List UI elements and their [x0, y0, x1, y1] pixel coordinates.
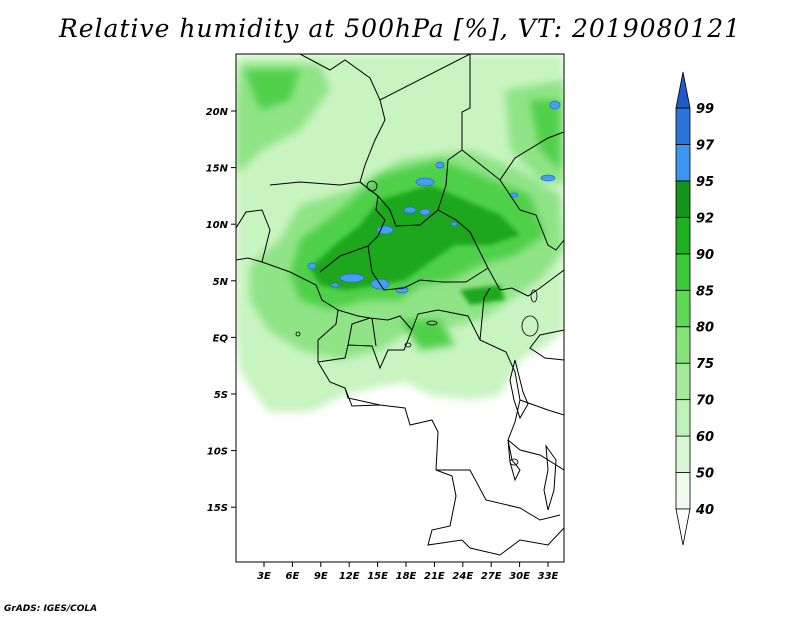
colorbar: 40 50 60 70 75 80 85 90 92 95 97 99	[675, 71, 715, 546]
lat-tick-label: 15N	[206, 164, 229, 175]
map-frame	[235, 53, 565, 563]
longitude-axis: 3E 6E 9E 12E 15E 18E 21E 24E 27E 30E 33E	[257, 562, 559, 582]
colorbar-segment	[675, 216, 691, 255]
lat-tick-label: 5S	[214, 390, 228, 401]
colorbar-label: 75	[696, 357, 714, 372]
lon-tick-label: 27E	[481, 571, 502, 582]
colorbar-segment	[675, 399, 691, 437]
colorbar-segment	[675, 472, 691, 510]
lon-tick-label: 15E	[367, 571, 388, 582]
lon-tick-label: 18E	[396, 571, 417, 582]
lon-tick-label: 21E	[424, 571, 445, 582]
lon-tick-label: 33E	[538, 571, 559, 582]
colorbar-under-arrow	[675, 508, 691, 546]
lat-tick-label: EQ	[213, 333, 229, 344]
lon-tick-label: 9E	[314, 571, 328, 582]
colorbar-label: 92	[696, 211, 714, 226]
colorbar-segment	[675, 435, 691, 473]
colorbar-label: 80	[696, 321, 714, 336]
colorbar-segment	[675, 107, 691, 145]
lat-tick-label: 20N	[206, 107, 229, 118]
colorbar-segment	[675, 362, 691, 401]
lat-tick-label: 15S	[207, 503, 228, 514]
lon-tick-label: 24E	[452, 571, 473, 582]
colorbar-segment	[675, 144, 691, 182]
colorbar-label: 99	[696, 102, 714, 117]
credit-text: GrADS: IGES/COLA	[4, 604, 98, 614]
map-title: Relative humidity at 500hPa [%], VT: 201…	[58, 14, 742, 43]
humidity-field	[236, 54, 564, 562]
lakes	[295, 180, 539, 466]
lat-tick-label: 5N	[213, 277, 229, 288]
colorbar-over-arrow	[675, 71, 691, 109]
lon-tick-label: 3E	[257, 571, 271, 582]
colorbar-label: 95	[696, 175, 714, 190]
lon-tick-label: 6E	[286, 571, 300, 582]
latitude-axis: 20N 15N 10N 5N EQ 5S 10S 15S	[206, 107, 236, 514]
colorbar-label: 60	[696, 430, 714, 445]
colorbar-label: 70	[696, 394, 714, 409]
colorbar-label: 97	[696, 138, 715, 153]
humidity-band-core	[310, 185, 520, 305]
lon-tick-label: 12E	[339, 571, 360, 582]
lat-tick-label: 10S	[207, 447, 228, 458]
colorbar-label: 50	[696, 467, 714, 482]
colorbar-label: 40	[695, 503, 714, 518]
colorbar-segment	[675, 289, 691, 328]
colorbar-segment	[675, 253, 691, 291]
political-borders	[236, 54, 564, 556]
lon-tick-label: 30E	[509, 571, 530, 582]
colorbar-segment	[675, 180, 691, 218]
lat-tick-label: 10N	[206, 220, 229, 231]
colorbar-segment	[675, 326, 691, 364]
colorbar-label: 85	[696, 284, 714, 299]
colorbar-label: 90	[696, 248, 714, 263]
